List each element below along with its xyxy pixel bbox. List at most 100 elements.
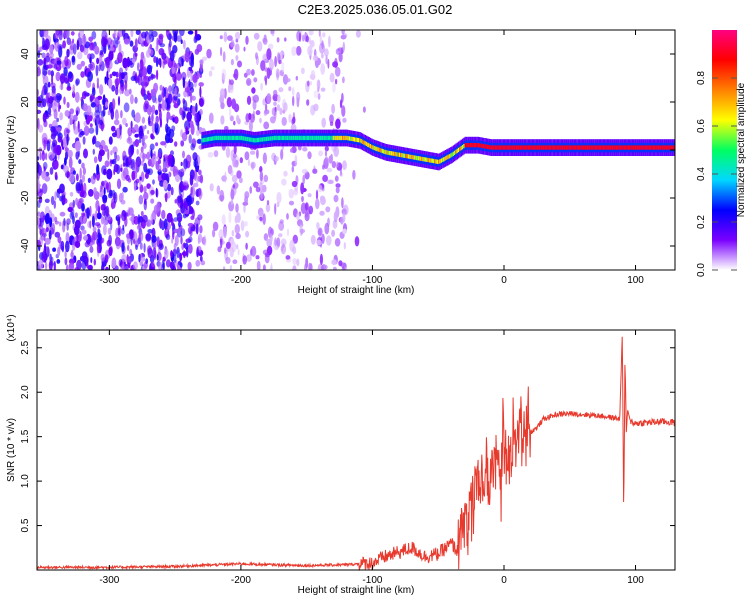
spectrogram-speckle — [291, 165, 294, 173]
spectrogram-speckle — [67, 71, 73, 79]
spectrogram-speckle — [53, 108, 58, 120]
spectrogram-speckle — [79, 167, 82, 179]
spectrogram-speckle — [168, 85, 173, 93]
spectrogram-speckle — [325, 206, 331, 213]
spectrogram-speckle — [44, 237, 51, 245]
colorbar-tick-label: 0.4 — [696, 167, 707, 181]
spectrogram-speckle — [130, 120, 133, 129]
spectrogram-speckle — [49, 167, 54, 175]
ridge-core — [581, 145, 583, 150]
ridge-core — [361, 139, 364, 144]
spectrogram-speckle — [252, 110, 255, 120]
ridge-core — [617, 145, 619, 150]
ridge-core — [318, 135, 320, 141]
spectrogram-speckle — [59, 84, 64, 90]
spectrogram-speckle — [158, 261, 162, 270]
spectrogram-speckle — [300, 182, 305, 195]
spectrogram-speckle — [75, 151, 79, 160]
spectrogram-speckle — [50, 195, 55, 206]
spectrogram-speckle — [117, 95, 121, 106]
spectrogram-speckle — [46, 140, 51, 152]
spectrogram-speckle — [170, 186, 174, 196]
ridge-core — [344, 135, 347, 141]
spectrogram-speckle — [181, 244, 185, 250]
spectrogram-speckle — [276, 201, 280, 208]
spectrogram-speckle — [138, 138, 142, 144]
spectrogram-speckle — [91, 30, 97, 40]
spectrogram-speckle — [123, 72, 128, 84]
spectrogram-speckle — [110, 150, 113, 156]
spectrogram-speckle — [76, 173, 79, 182]
spectrogram-speckle — [188, 79, 191, 88]
spectrogram-speckle — [103, 219, 108, 226]
spectrogram-speckle — [145, 258, 149, 264]
ridge-core — [338, 135, 340, 141]
ridge-core — [636, 145, 639, 150]
spectrogram-speckle — [125, 174, 130, 182]
spectrogram-speckle — [178, 68, 181, 74]
spectrogram-speckle — [255, 255, 260, 260]
spectrogram-speckle — [231, 229, 235, 237]
spectrogram-speckle — [257, 41, 263, 52]
spectrogram-speckle — [275, 245, 279, 251]
ridge-core — [663, 145, 665, 150]
ridge-core — [517, 145, 519, 150]
ridge-core — [513, 145, 515, 150]
spectrogram-speckle — [56, 127, 62, 133]
spectrogram-speckle — [332, 82, 336, 93]
ridge-core — [611, 145, 614, 150]
ridge-core — [619, 145, 622, 150]
ridge-core — [564, 145, 566, 150]
ridge-core — [401, 153, 403, 158]
x-tick-label: -300 — [99, 575, 119, 586]
ridge-core — [446, 155, 448, 160]
spectrogram-speckle — [81, 212, 85, 217]
ridge-core — [473, 143, 476, 148]
spectrogram-speckle — [57, 246, 61, 257]
spectrogram-speckle — [262, 37, 268, 45]
ridge-core — [598, 145, 601, 150]
spectrogram-speckle — [54, 160, 59, 170]
spectrogram-speckle — [195, 102, 198, 113]
spectrogram-speckle — [92, 226, 97, 232]
ridge-core — [333, 135, 335, 141]
spectrogram-speckle — [182, 180, 189, 186]
spectrogram-speckle — [182, 76, 186, 89]
ridge-core — [283, 135, 285, 141]
ridge-core — [510, 145, 512, 150]
spectrogram-speckle — [183, 158, 188, 170]
spectrogram-speckle — [64, 55, 69, 67]
spectrogram-speckle — [136, 224, 141, 230]
spectrogram-speckle — [166, 111, 171, 120]
spectrogram-speckle — [187, 88, 189, 98]
spectrogram-speckle — [56, 60, 62, 65]
spectrogram-speckle — [115, 227, 119, 238]
spectrogram-speckle — [352, 169, 356, 180]
spectrogram-speckle — [122, 224, 125, 231]
spectrogram-speckle — [75, 197, 79, 206]
spectrogram-speckle — [140, 86, 146, 97]
spectrogram-speckle — [137, 73, 143, 86]
ridge-core — [518, 145, 520, 150]
ridge-core — [519, 145, 522, 150]
spectrogram-speckle — [75, 79, 79, 87]
spectrogram-speckle — [136, 148, 139, 155]
ridge-core — [271, 136, 273, 141]
spectrogram-speckle — [82, 136, 86, 145]
spectrogram-speckle — [38, 124, 44, 133]
spectrogram-speckle — [312, 55, 318, 62]
spectrogram-speckle — [59, 112, 63, 121]
spectrogram-speckle — [110, 108, 115, 120]
spectrogram-speckle — [53, 63, 58, 70]
spectrogram-speckle — [37, 109, 42, 114]
spectrogram-speckle — [86, 262, 89, 269]
ridge-core — [502, 145, 505, 150]
spectrogram-speckle — [140, 51, 145, 60]
spectrogram-speckle — [161, 172, 167, 181]
ridge-core — [463, 144, 465, 149]
spectrogram-speckle — [81, 34, 87, 46]
spectrogram-speckle — [246, 78, 252, 86]
ridge-core — [501, 145, 503, 150]
spectrogram-speckle — [162, 160, 166, 173]
